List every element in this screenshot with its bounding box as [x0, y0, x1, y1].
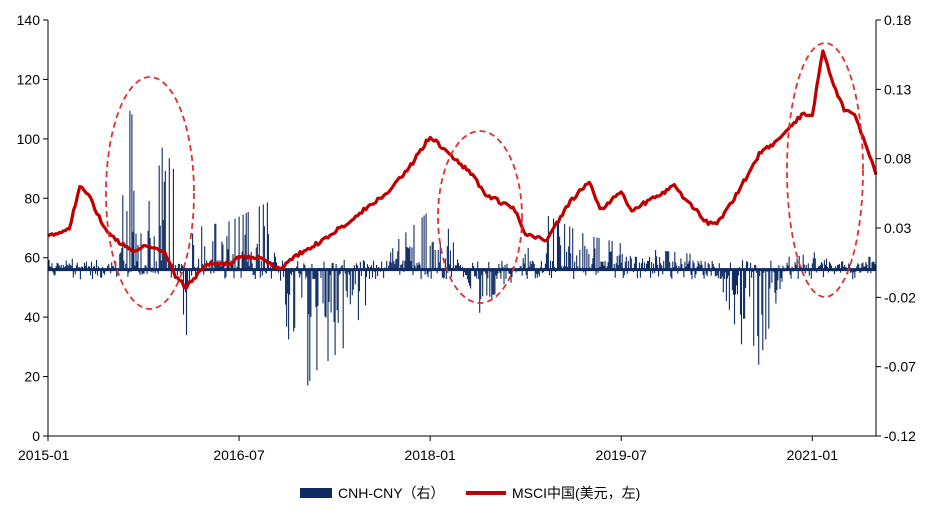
y-left-tick-label: 20 — [24, 369, 40, 385]
x-tick-label: 2015-01 — [18, 447, 70, 463]
highlight-ellipse — [105, 76, 195, 310]
y-left-tick-label: 60 — [24, 250, 40, 266]
highlight-ellipse — [437, 130, 523, 304]
y-right-tick-labels: -0.12 -0.07 -0.02 0.03 0.08 0.13 0.18 — [884, 12, 916, 444]
y-right-tick-label: 0.08 — [884, 151, 911, 167]
y-left-tick-label: 0 — [32, 428, 40, 444]
highlight-ellipses — [105, 42, 864, 310]
y-right-tick-label: 0.03 — [884, 220, 911, 236]
y-right-tick-label: -0.02 — [884, 289, 916, 305]
y-left-tick-label: 100 — [17, 131, 41, 147]
legend-label-cnh-cny: CNH-CNY（右） — [338, 485, 445, 501]
legend-swatch-cnh-cny — [300, 488, 332, 498]
legend: CNH-CNY（右） MSCI中国(美元，左) — [300, 485, 640, 501]
x-tick-label: 2019-07 — [596, 447, 648, 463]
axes — [43, 19, 881, 441]
msci-line — [47, 49, 878, 291]
x-tick-labels: 2015-01 2016-07 2018-01 2019-07 2021-01 — [18, 447, 838, 463]
cnh-cny-zero-band — [48, 268, 876, 272]
y-right-tick-label: -0.07 — [884, 359, 916, 375]
y-left-tick-label: 140 — [17, 12, 41, 28]
cnh-cny-bars — [47, 110, 877, 386]
y-left-tick-label: 80 — [24, 190, 40, 206]
y-left-tick-label: 40 — [24, 309, 40, 325]
y-right-tick-label: 0.18 — [884, 12, 911, 28]
y-right-tick-label: -0.12 — [884, 428, 916, 444]
highlight-ellipse — [786, 42, 864, 298]
x-tick-label: 2018-01 — [404, 447, 456, 463]
y-left-tick-label: 120 — [17, 71, 41, 87]
y-left-tick-labels: 0 20 40 60 80 100 120 140 — [17, 12, 41, 444]
x-tick-label: 2021-01 — [787, 447, 839, 463]
legend-label-msci: MSCI中国(美元，左) — [512, 485, 640, 501]
y-right-tick-label: 0.13 — [884, 81, 911, 97]
x-tick-label: 2016-07 — [213, 447, 265, 463]
msci-line-path — [47, 49, 878, 291]
